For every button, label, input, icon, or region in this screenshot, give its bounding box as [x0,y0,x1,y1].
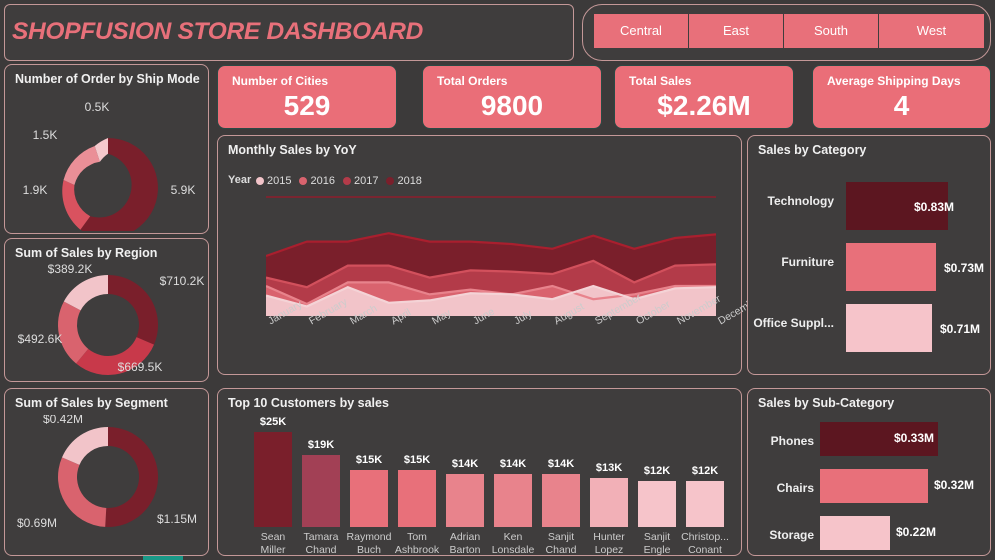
svg-text:$389.2K: $389.2K [48,263,93,276]
svg-text:5.9K: 5.9K [171,183,196,197]
svg-text:$1.15M: $1.15M [157,512,197,526]
svg-text:0.5K: 0.5K [85,100,110,114]
svg-text:$710.2K: $710.2K [160,274,205,288]
svg-text:1.5K: 1.5K [33,128,58,142]
svg-text:$0.42M: $0.42M [43,415,83,426]
svg-text:$492.6K: $492.6K [18,332,63,346]
svg-text:$0.69M: $0.69M [17,516,57,530]
svg-text:1.9K: 1.9K [23,183,48,197]
svg-text:$669.5K: $669.5K [118,360,163,374]
